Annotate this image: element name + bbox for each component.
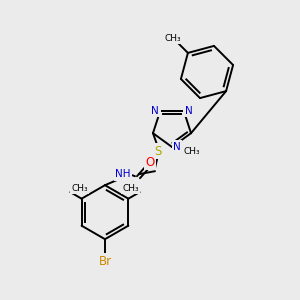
Text: N: N	[152, 106, 159, 116]
Text: CH₃: CH₃	[122, 184, 139, 193]
Text: Br: Br	[98, 255, 112, 268]
Text: O: O	[146, 156, 154, 169]
Text: CH₃: CH₃	[71, 184, 88, 193]
Text: NH: NH	[115, 169, 131, 179]
Text: N: N	[173, 142, 181, 152]
Text: S: S	[154, 145, 162, 158]
Text: CH₃: CH₃	[184, 148, 200, 157]
Text: N: N	[185, 106, 193, 116]
Text: CH₃: CH₃	[164, 34, 181, 43]
